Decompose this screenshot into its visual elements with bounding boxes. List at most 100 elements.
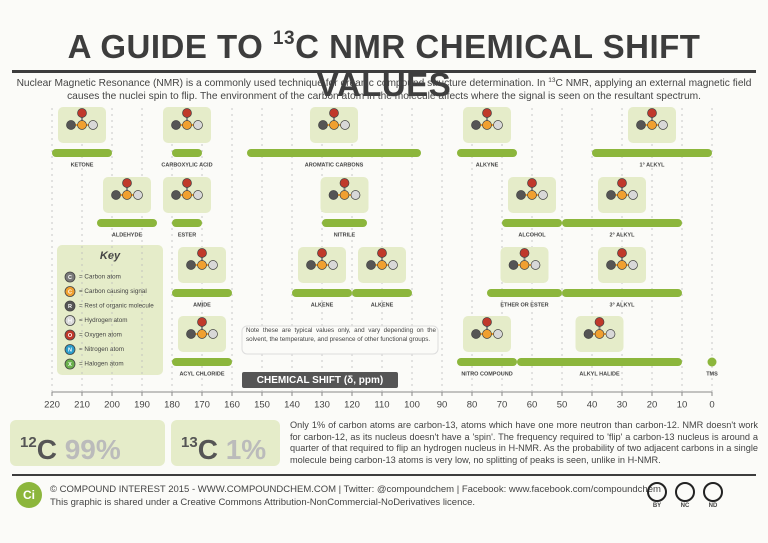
atom — [583, 329, 594, 339]
shift-label: AROMATIC CARBONS — [305, 162, 364, 168]
atom — [471, 329, 481, 339]
key-swatch — [64, 344, 76, 355]
x-tick-label: 70 — [497, 400, 508, 411]
atom — [339, 190, 350, 200]
atom — [617, 190, 627, 200]
x-tick-label: 200 — [104, 400, 120, 411]
title-sup: 13 — [272, 28, 296, 49]
x-tick-label: 170 — [194, 400, 210, 411]
atom — [508, 260, 519, 270]
intro: Nuclear Magnetic Resonance (NMR) is a co… — [14, 74, 754, 103]
key-swatch — [64, 300, 76, 312]
atom — [482, 120, 492, 130]
atom — [197, 329, 207, 339]
atom — [647, 120, 657, 130]
atom — [186, 260, 196, 270]
atom — [647, 108, 657, 118]
stat: 12C 99% — [10, 420, 165, 466]
stat-mass: 12 — [20, 434, 37, 451]
stat-percent: 99% — [64, 434, 121, 465]
atom — [388, 260, 398, 270]
atom — [329, 120, 339, 130]
x-tick-label: 150 — [254, 400, 270, 411]
key-symbol: N — [68, 347, 72, 353]
atom — [605, 329, 616, 339]
stat-percent: 1% — [225, 434, 267, 465]
atom — [366, 260, 376, 270]
x-tick-label: 60 — [527, 400, 538, 411]
shift-bar — [172, 358, 232, 366]
shift-bar — [517, 358, 682, 366]
shift-bar — [352, 289, 412, 297]
shift-label: CARBOXYLIC ACID — [161, 162, 212, 168]
x-tick-label: 220 — [44, 400, 60, 411]
atom — [340, 120, 350, 130]
shift-label: ALKYNE — [476, 162, 499, 168]
shift-bar — [172, 219, 202, 227]
key-swatch — [64, 271, 76, 283]
rule — [12, 70, 756, 73]
axis-label: CHEMICAL SHIFT (δ, ppm) — [257, 375, 383, 386]
footer-line: © COMPOUND INTEREST 2015 - WWW.COMPOUNDC… — [50, 484, 661, 495]
atom — [318, 120, 328, 130]
atom — [628, 190, 638, 200]
shift-bar — [592, 149, 712, 157]
atom — [527, 190, 537, 200]
shift-bar — [97, 219, 157, 227]
shift-label: 1° ALKYL — [640, 162, 666, 168]
stat-element: C — [197, 434, 218, 465]
atom — [208, 260, 218, 270]
x-tick-label: 130 — [314, 400, 330, 411]
rule — [12, 474, 756, 476]
key-symbol: O — [68, 333, 73, 339]
shift-bar — [457, 358, 517, 366]
x-tick-label: 50 — [557, 400, 568, 411]
atom — [482, 108, 492, 118]
atom — [606, 260, 616, 270]
atom — [171, 120, 181, 130]
key-swatch — [64, 286, 76, 297]
atom — [329, 108, 339, 118]
atom — [122, 178, 132, 188]
key-label: = Oxygen atom — [79, 332, 122, 339]
shift-bar — [562, 219, 682, 227]
shift-label: NITRO COMPOUND — [461, 371, 512, 377]
shift-label: NITRILE — [334, 232, 356, 238]
atom — [628, 260, 638, 270]
key-label: = Rest of organic molecule — [79, 303, 154, 310]
badge: BY — [645, 482, 669, 509]
atom — [538, 190, 548, 200]
shift-label: ETHER OR ESTER — [500, 302, 548, 308]
atom — [193, 190, 203, 200]
atom — [482, 329, 492, 339]
atom — [516, 190, 526, 200]
atom — [617, 178, 627, 188]
atom — [377, 248, 387, 258]
x-tick-label: 180 — [164, 400, 180, 411]
atom — [186, 329, 196, 339]
key-label: = Carbon atom — [79, 274, 121, 281]
stat-mass: 13 — [181, 434, 198, 451]
x-tick-label: 120 — [344, 400, 360, 411]
atom — [493, 329, 503, 339]
shift-label: ACYL CHLORIDE — [179, 371, 224, 377]
intro-text: C NMR, applying an external magnetic fie… — [67, 78, 752, 102]
atom — [636, 120, 646, 130]
shift-label: ALDEHYDE — [112, 232, 143, 238]
intro-text: Nuclear Magnetic Resonance (NMR) is a co… — [16, 78, 549, 89]
x-tick-label: 100 — [404, 400, 420, 411]
key-symbol: X — [68, 362, 72, 368]
atom — [519, 248, 530, 258]
atom — [317, 248, 327, 258]
reference-point — [707, 357, 717, 367]
atom — [66, 120, 76, 130]
atom — [197, 260, 207, 270]
shift-label: ALKENE — [371, 302, 394, 308]
intro-sup: 13 — [548, 77, 556, 84]
atom — [111, 190, 121, 200]
badge-text: NC — [680, 503, 690, 509]
footer-line: This graphic is shared under a Creative … — [50, 497, 476, 508]
stat-element: C — [36, 434, 57, 465]
